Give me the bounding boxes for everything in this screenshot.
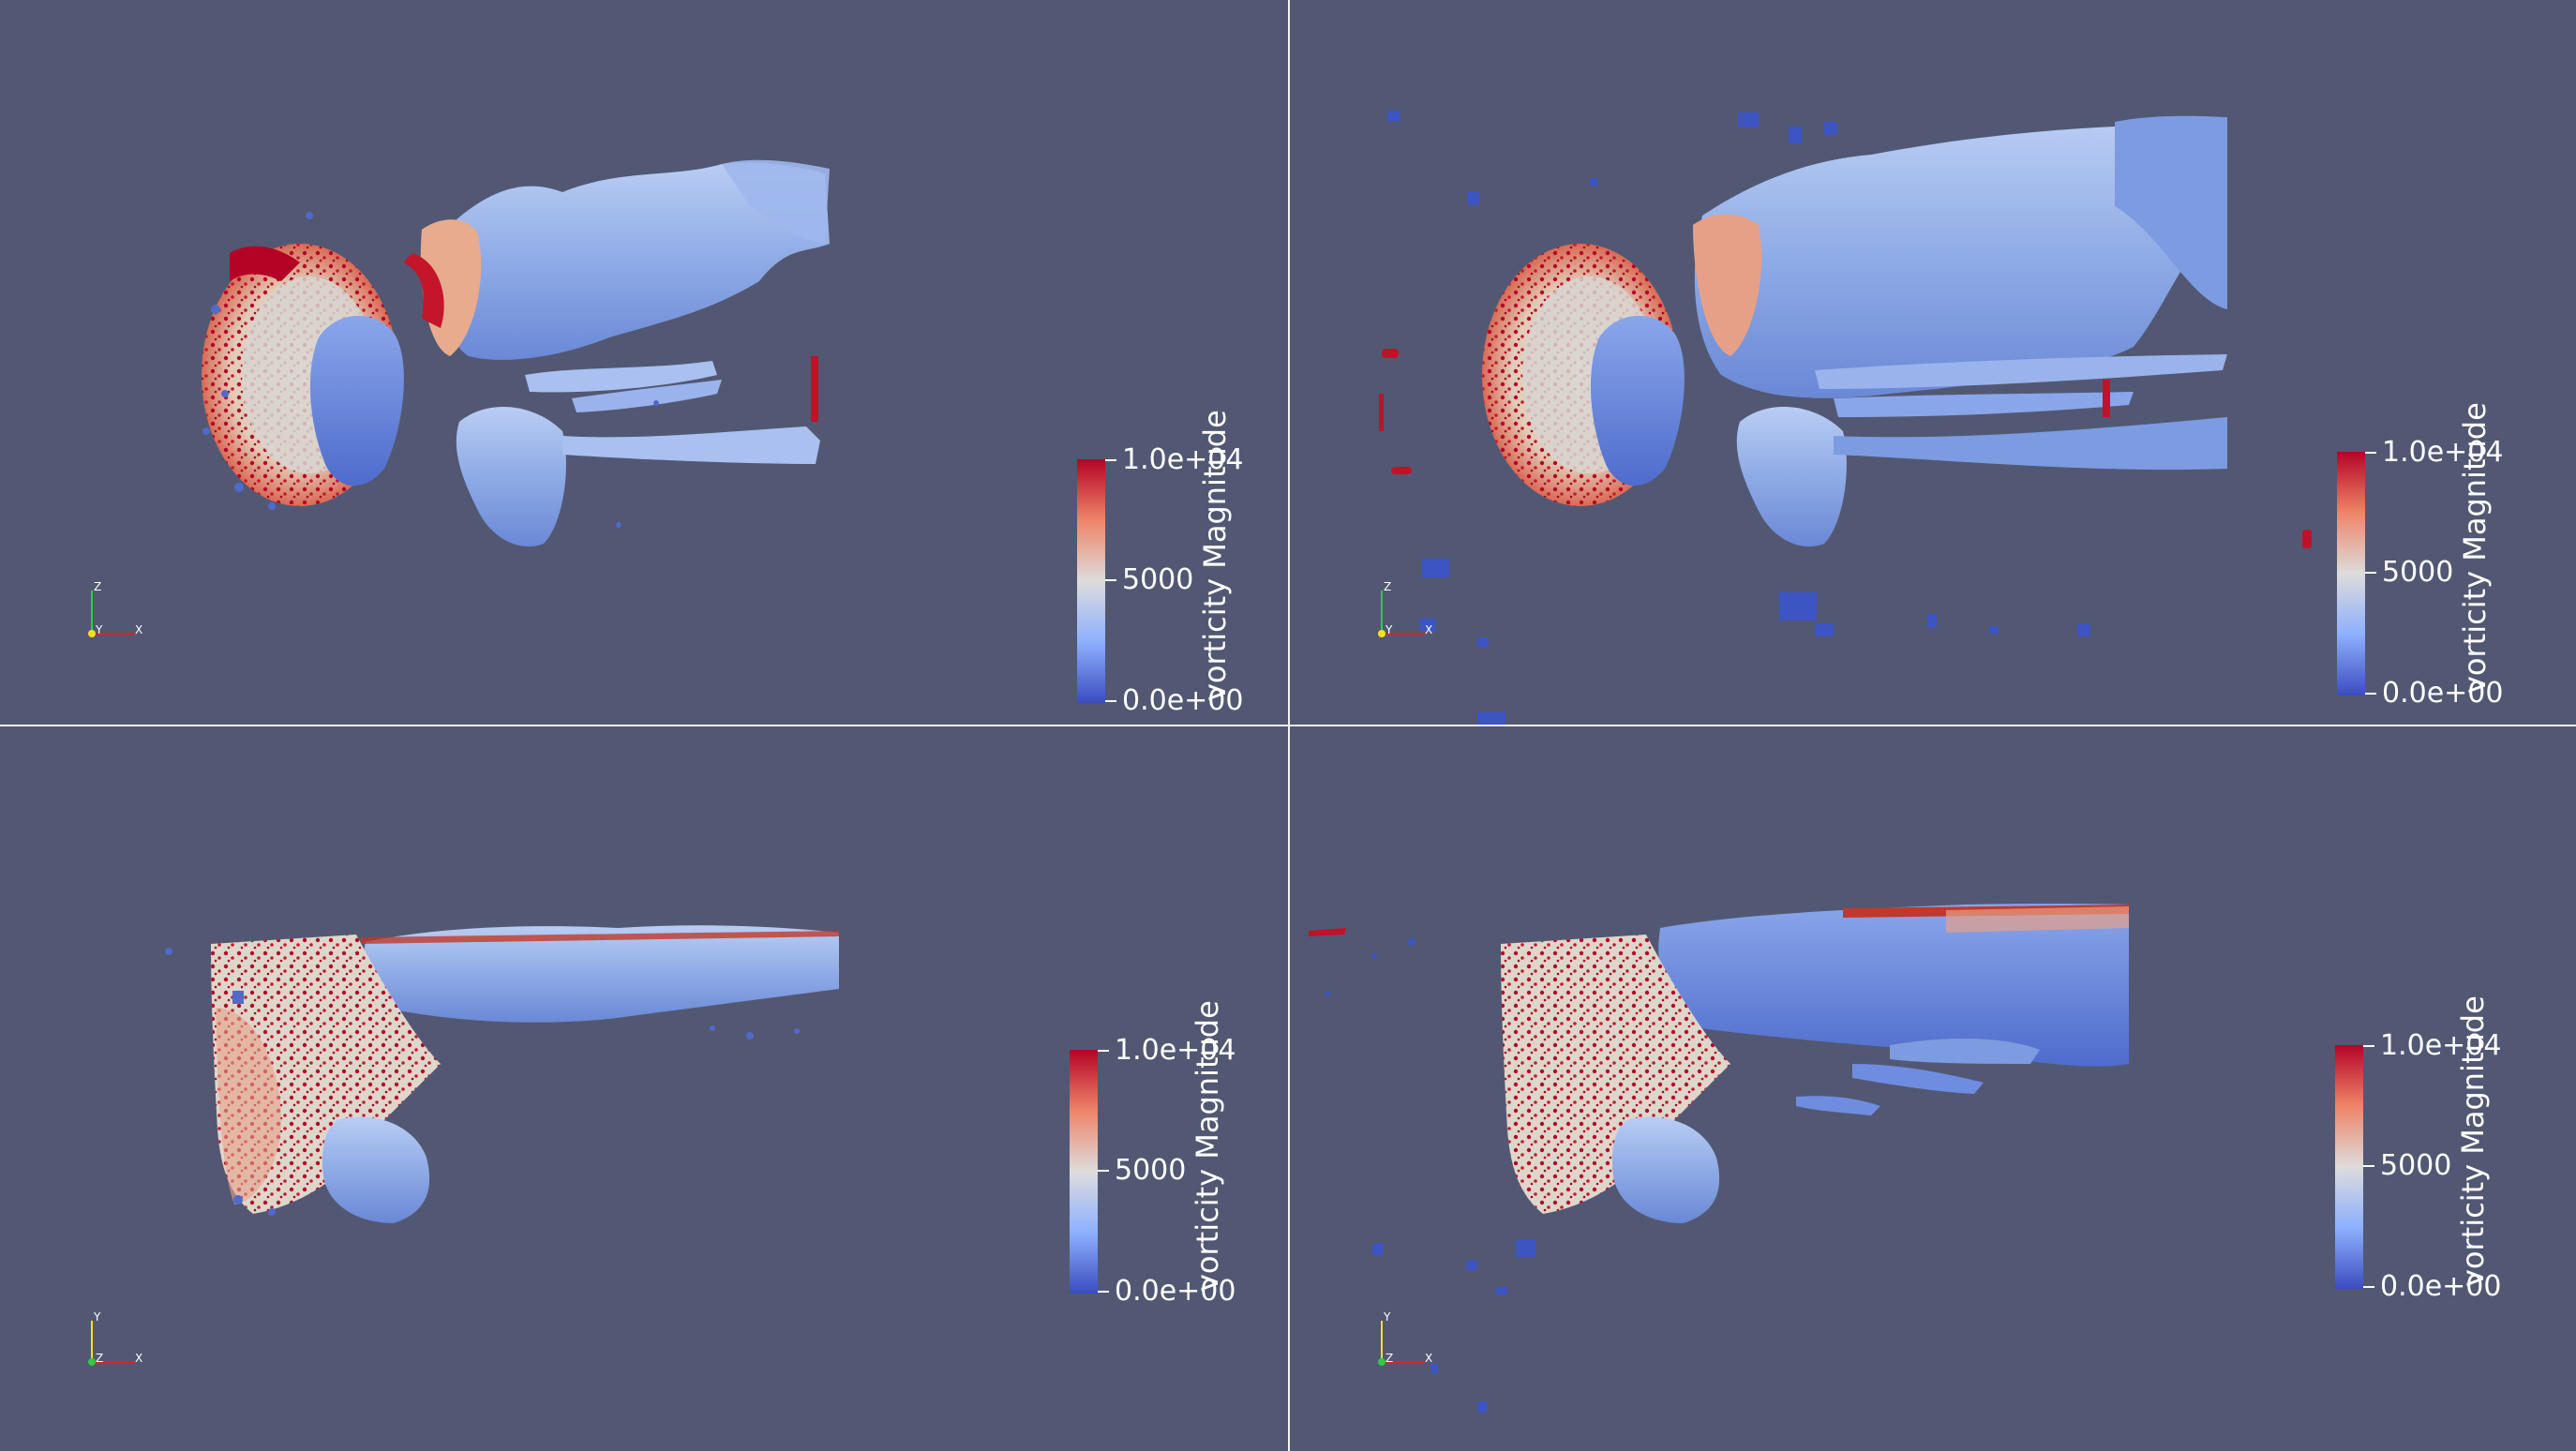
colorbar-tick <box>2365 693 2376 695</box>
colorbar-mid-label: 5000 <box>1122 563 1194 596</box>
colorbar-title: vorticity Magnitude <box>1197 410 1233 701</box>
colorbar-max-label: 1.0e+04 <box>2382 436 2504 469</box>
colorbar-tick <box>2363 1165 2374 1167</box>
axis-horizontal-label: X <box>135 1352 143 1365</box>
colorbar-min-label: 0.0e+00 <box>1115 1275 1236 1308</box>
axis-vertical-label: Y <box>1384 1310 1391 1324</box>
axis-vertical-label: Z <box>94 580 102 593</box>
axes-triad-icon <box>1378 1321 1425 1366</box>
orientation-axes: Y Z X <box>79 1308 154 1373</box>
render-view-bottom-right[interactable]: 1.0e+04 5000 0.0e+00 vorticity Magnitude… <box>1290 726 2576 1451</box>
colorbar-max-label: 1.0e+04 <box>1115 1034 1236 1067</box>
orientation-axes: Y Z X <box>1369 1308 1444 1373</box>
axis-depth-label: Z <box>1385 1352 1394 1365</box>
colorbar: 1.0e+04 5000 0.0e+00 vorticity Magnitude <box>2335 995 2523 1326</box>
colorbar-tick <box>2365 572 2376 574</box>
axes-triad-icon <box>88 591 135 637</box>
colorbar-title: vorticity Magnitude <box>1190 1000 1225 1292</box>
render-view-bottom-left[interactable]: 1.0e+04 5000 0.0e+00 vorticity Magnitude… <box>0 726 1288 1451</box>
colorbar-gradient <box>2335 1045 2363 1289</box>
isosurface-scene <box>165 925 839 1223</box>
render-view-top-right[interactable]: 1.0e+04 5000 0.0e+00 vorticity Magnitude… <box>1290 0 2576 725</box>
render-view-top-left[interactable]: 1.0e+04 5000 0.0e+00 vorticity Magnitude… <box>0 0 1288 725</box>
colorbar-tick <box>1105 700 1116 702</box>
colorbar: 1.0e+04 5000 0.0e+00 vorticity Magnitude <box>1077 410 1265 725</box>
colorbar-tick <box>1098 1170 1109 1172</box>
colorbar-min-label: 0.0e+00 <box>2380 1270 2502 1303</box>
axis-depth-label: Y <box>96 623 103 636</box>
colorbar-title: vorticity Magnitude <box>2455 995 2491 1287</box>
orientation-axes: Z Y X <box>79 577 154 643</box>
colorbar-min-label: 0.0e+00 <box>1122 684 1244 717</box>
colorbar-tick <box>1105 579 1116 581</box>
isosurface-scene <box>1379 111 2312 725</box>
colorbar-mid-label: 5000 <box>1115 1154 1187 1187</box>
colorbar-mid-label: 5000 <box>2380 1149 2452 1182</box>
axis-horizontal-label: X <box>135 623 143 636</box>
colorbar-tick <box>2363 1286 2374 1288</box>
colorbar-title: vorticity Magnitude <box>2457 402 2493 694</box>
colorbar-gradient <box>1077 459 1105 703</box>
axis-vertical-label: Y <box>94 1310 101 1324</box>
colorbar-gradient <box>2337 452 2365 696</box>
colorbar-min-label: 0.0e+00 <box>2382 677 2504 710</box>
colorbar-gradient <box>1070 1050 1098 1294</box>
colorbar-tick <box>1098 1291 1109 1293</box>
axes-triad-icon <box>1378 591 1425 637</box>
colorbar-tick <box>2365 452 2376 454</box>
axis-horizontal-label: X <box>1425 623 1433 636</box>
colorbar: 1.0e+04 5000 0.0e+00 vorticity Magnitude <box>1070 1000 1257 1331</box>
axes-triad-icon <box>88 1321 135 1366</box>
axis-vertical-label: Z <box>1384 580 1392 593</box>
colorbar: 1.0e+04 5000 0.0e+00 vorticity Magnitude <box>2337 402 2524 725</box>
colorbar-max-label: 1.0e+04 <box>2380 1029 2502 1062</box>
axis-depth-label: Y <box>1385 623 1393 636</box>
colorbar-max-label: 1.0e+04 <box>1122 443 1244 476</box>
viewport-splitter-horizontal[interactable] <box>0 725 2576 726</box>
colorbar-tick <box>1105 459 1116 461</box>
colorbar-mid-label: 5000 <box>2382 556 2454 589</box>
colorbar-tick <box>1098 1050 1109 1052</box>
colorbar-tick <box>2363 1045 2374 1047</box>
axis-horizontal-label: X <box>1425 1352 1433 1365</box>
axis-depth-label: Z <box>96 1352 104 1365</box>
isosurface-scene <box>1309 904 2130 1413</box>
orientation-axes: Z Y X <box>1369 577 1444 643</box>
isosurface-scene <box>202 159 830 547</box>
